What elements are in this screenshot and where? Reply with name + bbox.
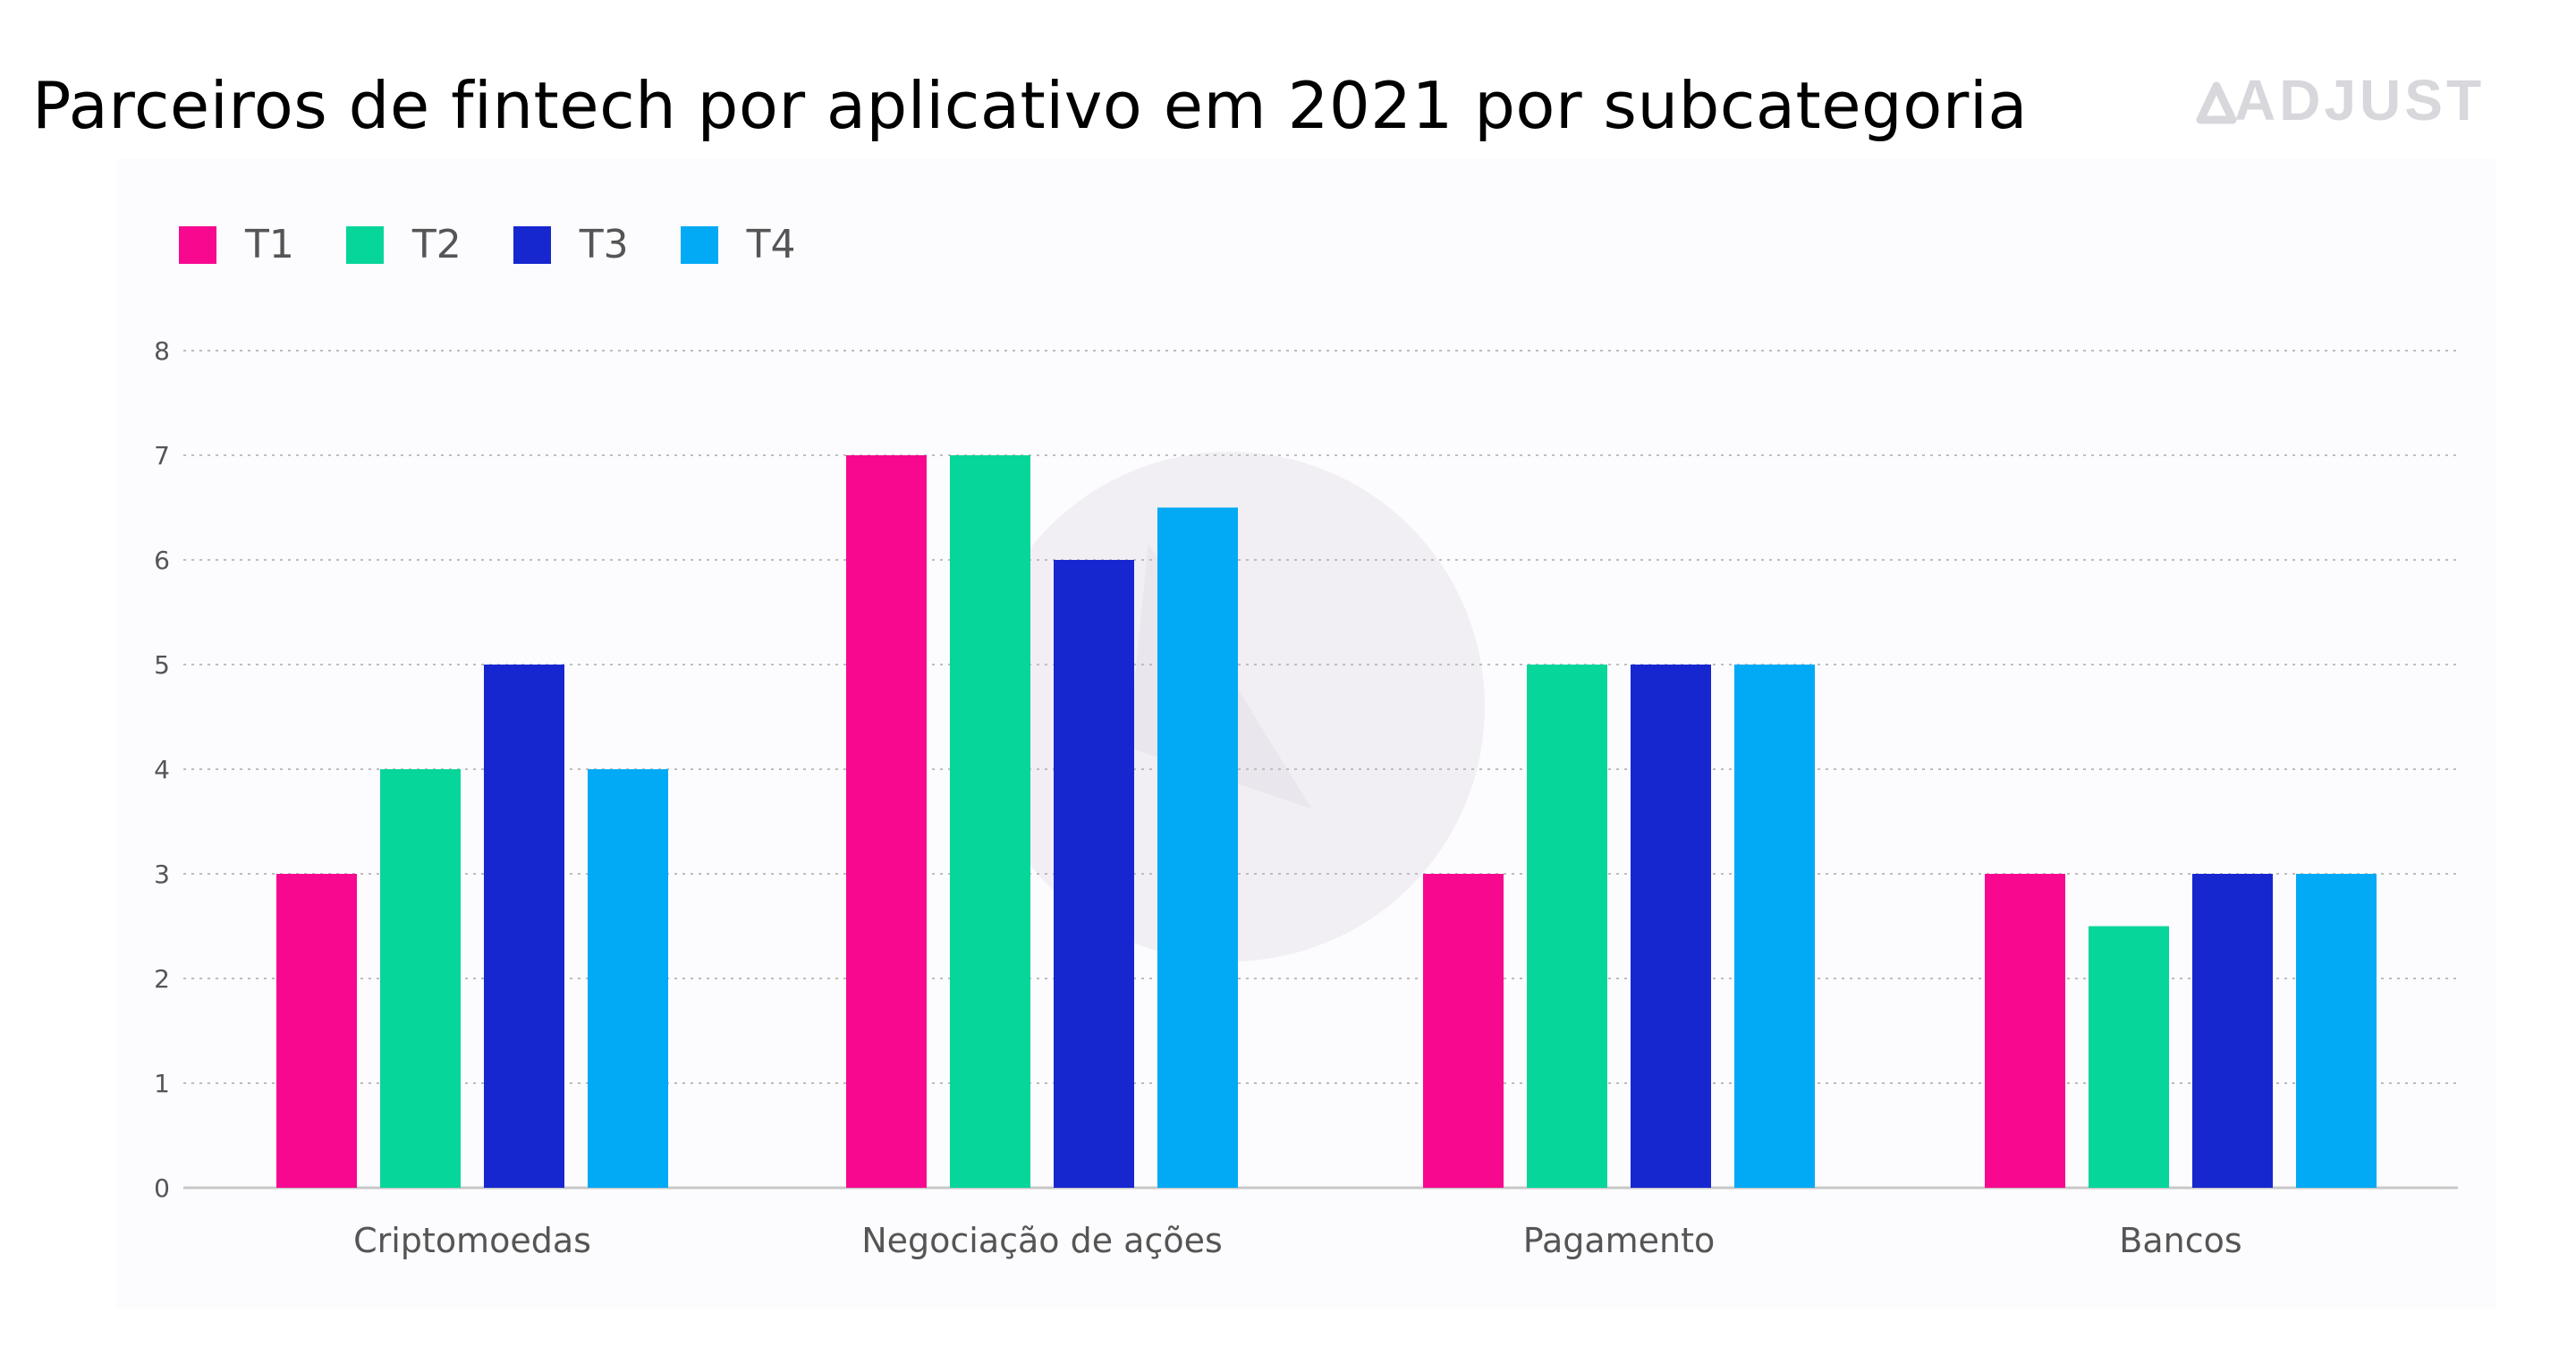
legend-label-t4: T4 (746, 222, 796, 267)
legend-item-t1[interactable]: T1 (179, 222, 294, 267)
x-tick-label-4: Bancos (2119, 1221, 2241, 1260)
adjust-logo-mark (2196, 81, 2237, 124)
y-tick-label-7: 7 (154, 441, 170, 470)
y-tick-label-4: 4 (154, 755, 170, 784)
adjust-logo-text: ADJUST (2234, 68, 2485, 132)
bar-t2-2[interactable] (950, 455, 1030, 1188)
bar-t1-2[interactable] (846, 455, 927, 1188)
adjust-logo: ADJUST (2196, 68, 2485, 132)
bar-t3-2[interactable] (1054, 560, 1134, 1188)
legend-item-t4[interactable]: T4 (680, 222, 796, 267)
bar-t3-4[interactable] (2192, 874, 2273, 1188)
chart-title: Parceiros de fintech por aplicativo em 2… (32, 68, 2028, 143)
y-tick-label-8: 8 (154, 336, 170, 366)
x-tick-label-3: Pagamento (1523, 1221, 1716, 1260)
bar-t1-4[interactable] (1985, 874, 2065, 1188)
legend-label-t3: T3 (579, 222, 629, 267)
legend-swatch-t1 (179, 225, 216, 264)
bar-t4-3[interactable] (1734, 665, 1815, 1188)
legend-label-t2: T2 (411, 222, 462, 267)
y-tick-label-6: 6 (154, 546, 170, 575)
legend-swatch-t3 (513, 225, 551, 264)
bar-t2-1[interactable] (380, 769, 461, 1188)
y-tick-label-1: 1 (154, 1069, 170, 1098)
chart-legend: T1 T2 T3 T4 (179, 222, 848, 267)
bar-t2-4[interactable] (2089, 926, 2169, 1189)
bar-t1-3[interactable] (1423, 874, 1504, 1188)
bar-t1-1[interactable] (276, 874, 357, 1188)
y-tick-label-3: 3 (154, 860, 170, 889)
bar-t4-2[interactable] (1157, 507, 1238, 1189)
bar-t4-4[interactable] (2296, 874, 2377, 1188)
y-tick-label-5: 5 (154, 650, 170, 680)
legend-swatch-t4 (680, 225, 718, 264)
bar-t4-1[interactable] (588, 769, 668, 1188)
x-tick-label-2: Negociação de ações (861, 1221, 1223, 1260)
bar-t2-3[interactable] (1527, 665, 1607, 1188)
y-tick-label-2: 2 (154, 964, 170, 994)
legend-label-t1: T1 (245, 222, 294, 267)
y-tick-label-0: 0 (154, 1173, 170, 1203)
bar-t3-1[interactable] (484, 665, 564, 1188)
legend-item-t3[interactable]: T3 (513, 222, 629, 267)
x-tick-label-1: Criptomoedas (353, 1221, 591, 1260)
legend-swatch-t2 (345, 225, 384, 264)
legend-item-t2[interactable]: T2 (345, 222, 462, 267)
bar-t3-3[interactable] (1631, 665, 1711, 1188)
